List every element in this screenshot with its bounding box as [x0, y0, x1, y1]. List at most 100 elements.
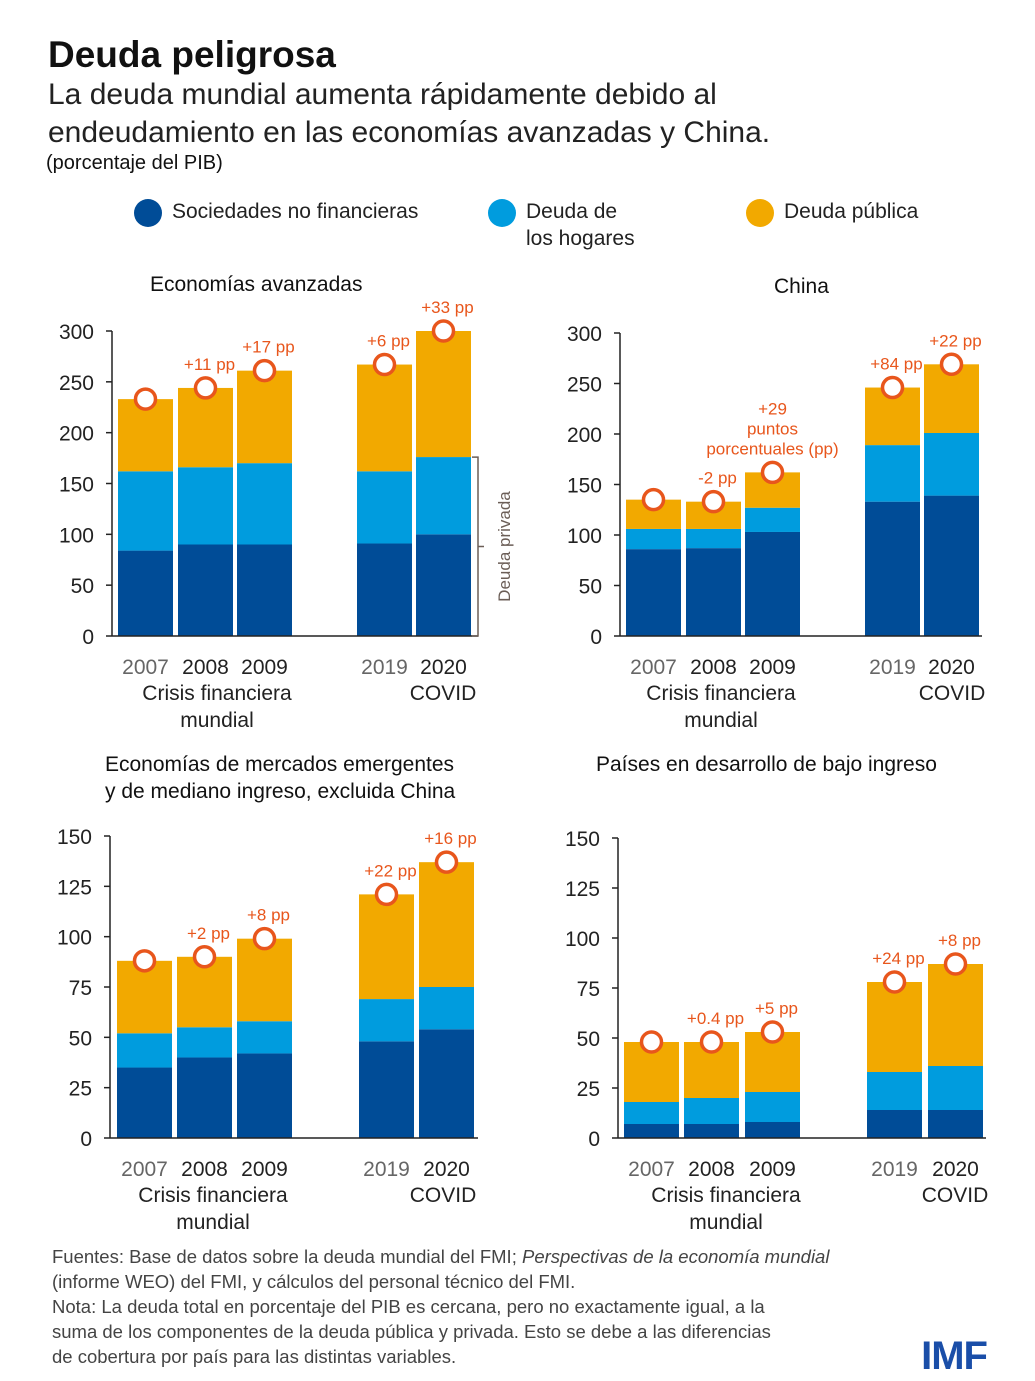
- x-tick-label: 2007: [628, 1158, 675, 1181]
- y-tick-label: 25: [69, 1078, 92, 1101]
- x-tick-label: 2020: [423, 1158, 470, 1181]
- bar-segment-nonfinancial: [357, 543, 412, 636]
- bar-segment-nonfinancial: [626, 549, 681, 636]
- bar-segment-nonfinancial: [177, 1057, 232, 1138]
- bar-segment-nonfinancial: [928, 1110, 983, 1138]
- unit-label: (porcentaje del PIB): [46, 152, 223, 174]
- change-annotation: +29: [758, 399, 787, 418]
- subtitle-line-2: endeudamiento en las economías avanzadas…: [48, 116, 771, 149]
- x-tick-label: 2008: [182, 656, 229, 679]
- legend-label-public: Deuda pública: [784, 200, 919, 223]
- x-tick-label: 2008: [690, 656, 737, 679]
- y-tick-label: 75: [69, 977, 92, 1000]
- bar-segment-nonfinancial: [359, 1041, 414, 1138]
- total-debt-marker: [943, 952, 968, 976]
- change-annotation: porcentuales (pp): [706, 439, 838, 458]
- bar-segment-public: [117, 960, 172, 1034]
- change-annotation: +8 pp: [247, 906, 290, 925]
- imf-logo: IMF: [921, 1334, 988, 1378]
- bar-segment-nonfinancial: [237, 1053, 292, 1138]
- group-label: Crisis financiera: [142, 682, 292, 705]
- note-line-1: Nota: La deuda total en porcentaje del P…: [52, 1296, 765, 1317]
- sources-line-2: (informe WEO) del FMI, y cálculos del pe…: [52, 1271, 576, 1292]
- legend-label-nonfinancial: Sociedades no financieras: [172, 200, 419, 223]
- change-annotation: +0.4 pp: [687, 1009, 744, 1028]
- panel-title-advanced: Economías avanzadas: [150, 273, 363, 296]
- total-debt-marker: [252, 926, 277, 951]
- total-debt-marker: [374, 882, 399, 907]
- x-tick-label: 2007: [121, 1158, 168, 1181]
- bar-segment-public: [237, 370, 292, 464]
- bar-segment-nonfinancial: [867, 1110, 922, 1138]
- y-tick-label: 100: [57, 927, 92, 950]
- x-tick-label: 2020: [928, 656, 975, 679]
- group-label: COVID: [410, 1184, 477, 1207]
- y-tick-label: 150: [567, 475, 602, 498]
- group-label: mundial: [689, 1211, 763, 1234]
- group-label: Crisis financiera: [138, 1184, 288, 1207]
- total-debt-marker: [132, 949, 157, 973]
- bar-segment-household: [117, 1033, 172, 1068]
- change-annotation: +2 pp: [187, 924, 230, 943]
- bar-segment-public: [237, 938, 292, 1022]
- note-line-3: de cobertura por país para las distintas…: [52, 1346, 457, 1367]
- title: Deuda peligrosa: [48, 34, 336, 75]
- group-label: COVID: [410, 682, 477, 705]
- x-tick-label: 2020: [420, 656, 467, 679]
- bar-segment-household: [928, 1066, 983, 1110]
- bar-segment-household: [118, 471, 173, 551]
- x-tick-label: 2008: [688, 1158, 735, 1181]
- bar-segment-household: [684, 1098, 739, 1124]
- x-tick-label: 2009: [241, 656, 288, 679]
- bar-segment-nonfinancial: [924, 495, 979, 636]
- change-annotation: +84 pp: [870, 355, 922, 374]
- bar-segment-public: [359, 894, 414, 1000]
- bar-segment-nonfinancial: [419, 1029, 474, 1138]
- x-tick-label: 2007: [630, 656, 677, 679]
- y-tick-label: 125: [565, 878, 600, 901]
- bar-segment-public: [416, 331, 471, 458]
- x-tick-label: 2019: [871, 1158, 918, 1181]
- bar-segment-household: [686, 528, 741, 549]
- bar-segment-household: [237, 463, 292, 545]
- private-debt-bracket: [472, 456, 484, 637]
- bar-segment-household: [924, 432, 979, 496]
- group-label: mundial: [176, 1211, 250, 1234]
- bar-segment-nonfinancial: [686, 548, 741, 636]
- legend-swatch-household: [488, 199, 516, 227]
- bar-segment-nonfinancial: [684, 1124, 739, 1138]
- total-debt-marker: [641, 487, 666, 512]
- y-tick-label: 0: [588, 1128, 600, 1151]
- change-annotation: +8 pp: [938, 931, 981, 950]
- bar-segment-nonfinancial: [865, 501, 920, 636]
- total-debt-marker: [760, 460, 785, 485]
- x-tick-label: 2020: [932, 1158, 979, 1181]
- y-tick-label: 0: [82, 626, 94, 649]
- total-debt-marker: [434, 850, 459, 874]
- y-tick-label: 100: [59, 524, 94, 547]
- y-tick-label: 125: [57, 876, 92, 899]
- bar-segment-household: [419, 987, 474, 1030]
- panel-title-china: China: [774, 275, 829, 298]
- bar-segment-public: [928, 964, 983, 1066]
- bar-segment-public: [419, 862, 474, 987]
- change-annotation: +6 pp: [367, 332, 410, 351]
- bar-segment-household: [624, 1102, 679, 1124]
- change-annotation: +22 pp: [364, 861, 416, 880]
- bar-segment-nonfinancial: [416, 534, 471, 636]
- bar-segment-household: [237, 1021, 292, 1054]
- bar-segment-household: [177, 1027, 232, 1058]
- change-annotation: +5 pp: [755, 999, 798, 1018]
- x-tick-label: 2019: [363, 1158, 410, 1181]
- change-annotation: +24 pp: [872, 949, 924, 968]
- y-tick-label: 100: [567, 525, 602, 548]
- total-debt-marker: [882, 970, 907, 994]
- panel-title-emerging-2: y de mediano ingreso, excluida China: [105, 780, 456, 803]
- y-tick-label: 200: [59, 423, 94, 446]
- y-tick-label: 50: [71, 575, 94, 598]
- y-tick-label: 50: [69, 1027, 92, 1050]
- bar-segment-nonfinancial: [745, 531, 800, 636]
- change-annotation: +33 pp: [421, 298, 473, 317]
- y-tick-label: 150: [57, 826, 92, 849]
- legend-label-household-2: los hogares: [526, 227, 635, 250]
